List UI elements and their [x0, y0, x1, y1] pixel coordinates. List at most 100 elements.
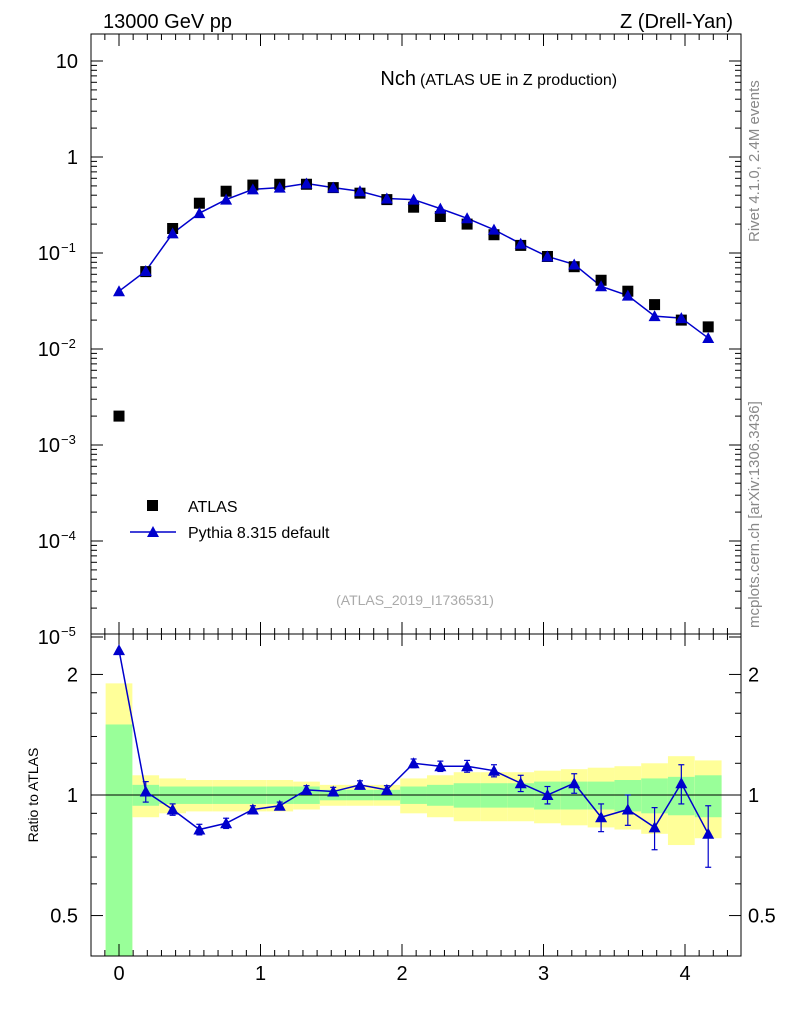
pythia-point: [166, 227, 179, 239]
ratio-point: [648, 821, 661, 833]
uncertainty-bands: [105, 683, 722, 956]
ratio-point: [568, 777, 581, 789]
legend: ATLAS Pythia 8.315 default: [130, 499, 330, 542]
atlas-point: [220, 185, 232, 197]
pythia-point: [353, 185, 366, 197]
pythia-point: [113, 285, 125, 297]
mcplots-label: mcplots.cern.ch [arXiv:1306.3436]: [746, 401, 763, 628]
atlas-point: [595, 274, 607, 286]
header-right: Z (Drell-Yan): [620, 11, 733, 33]
ratio-point: [487, 764, 500, 776]
pythia-point: [380, 192, 393, 204]
ratio-point: [621, 803, 634, 815]
ratio-point: [220, 817, 233, 829]
x-tick-label: 0: [113, 963, 124, 985]
ratio-point: [139, 785, 152, 797]
main-frame: [90, 33, 742, 635]
ratio-point: [166, 803, 179, 815]
y-tick-label: 10: [38, 531, 60, 553]
x-tick-labels: 0 1 2 3 4: [113, 963, 690, 985]
pythia-points: [113, 177, 715, 344]
ratio-y-tick-label-right: 1: [748, 785, 759, 807]
pythia-point: [193, 207, 206, 219]
atlas-point: [488, 229, 500, 241]
rivet-label: Rivet 4.1.0, 2.4M events: [746, 80, 763, 242]
plot-subtitle: (ATLAS UE in Z production): [420, 72, 617, 89]
y-tick-exponent: −5: [61, 624, 76, 639]
x-tick-label: 4: [679, 963, 690, 985]
ratio-points: [113, 644, 715, 868]
pythia-point: [595, 280, 608, 292]
y-tick-label: 10: [38, 627, 60, 649]
ratio-y-tick-label: 0.5: [50, 906, 78, 928]
pythia-point: [246, 183, 259, 195]
pythia-point: [327, 181, 340, 193]
ratio-point: [541, 789, 554, 800]
legend-pythia-marker: [147, 526, 159, 537]
atlas-point: [649, 299, 661, 311]
pythia-point: [220, 193, 233, 205]
y-tick-exponent: −3: [61, 432, 76, 447]
ratio-point: [380, 783, 393, 795]
pythia-point: [139, 264, 152, 276]
x-tick-label: 3: [538, 963, 549, 985]
ratio-point: [353, 778, 366, 790]
atlas-point: [434, 210, 446, 222]
ratio-point: [407, 757, 420, 769]
ratio-point: [702, 827, 715, 839]
y-tick-exponent: −2: [61, 336, 76, 351]
header-left: 13000 GeV pp: [103, 11, 232, 33]
legend-pythia-label: Pythia 8.315 default: [188, 525, 330, 542]
ratio-point: [113, 644, 125, 656]
ratio-ylabel: Ratio to ATLAS: [25, 748, 41, 843]
pythia-point: [702, 332, 715, 344]
ratio-point: [246, 803, 259, 815]
ratio-point: [193, 823, 206, 835]
y-tick-exponent: −1: [61, 240, 76, 255]
atlas-point: [193, 197, 205, 209]
main-axis-ticks: [91, 34, 741, 638]
x-tick-label: 1: [255, 963, 266, 985]
y-tick-label: 10: [56, 51, 78, 73]
stat-uncertainty-band: [105, 724, 133, 956]
atlas-point: [702, 321, 714, 333]
ratio-point: [595, 811, 608, 823]
ratio-point: [273, 799, 286, 811]
y-tick-label: 10: [38, 243, 60, 265]
pythia-point: [541, 250, 554, 262]
legend-atlas-label: ATLAS: [188, 499, 238, 516]
y-tick-exponent: −4: [61, 528, 76, 543]
ratio-y-tick-label-right: 0.5: [748, 906, 776, 928]
ratio-y-tick-labels: 0.5 0.5 1 1 2 2: [50, 664, 776, 927]
ratio-y-tick-label: 1: [67, 785, 78, 807]
pythia-point: [300, 177, 313, 189]
x-tick-label: 2: [396, 963, 407, 985]
pythia-point: [648, 310, 661, 322]
pythia-point: [621, 289, 634, 301]
ratio-point: [300, 783, 313, 795]
atlas-point: [113, 410, 125, 422]
pythia-point: [407, 193, 420, 205]
pythia-point: [434, 202, 447, 214]
pythia-point: [514, 237, 527, 249]
legend-atlas-marker: [147, 500, 158, 511]
y-tick-label: 10: [38, 339, 60, 361]
ratio-axis-ticks: [91, 634, 741, 956]
ratio-y-tick-label: 2: [67, 664, 78, 686]
ratio-point: [461, 760, 474, 772]
ratio-point: [434, 760, 447, 772]
pythia-point: [675, 312, 688, 324]
pythia-point: [568, 258, 581, 270]
analysis-tag: (ATLAS_2019_I1736531): [336, 592, 494, 608]
plot-title: Nch: [380, 68, 416, 90]
ratio-point: [675, 777, 688, 789]
ratio-point: [327, 785, 340, 797]
ratio-point: [514, 777, 527, 789]
pythia-point: [273, 181, 286, 193]
ratio-y-tick-label-right: 2: [748, 664, 759, 686]
y-tick-label: 10: [38, 435, 60, 457]
ratio-panel: 0.5 0.5 1 1 2 2 0 1 2 3 4 Ratio to ATLAS: [25, 633, 776, 985]
